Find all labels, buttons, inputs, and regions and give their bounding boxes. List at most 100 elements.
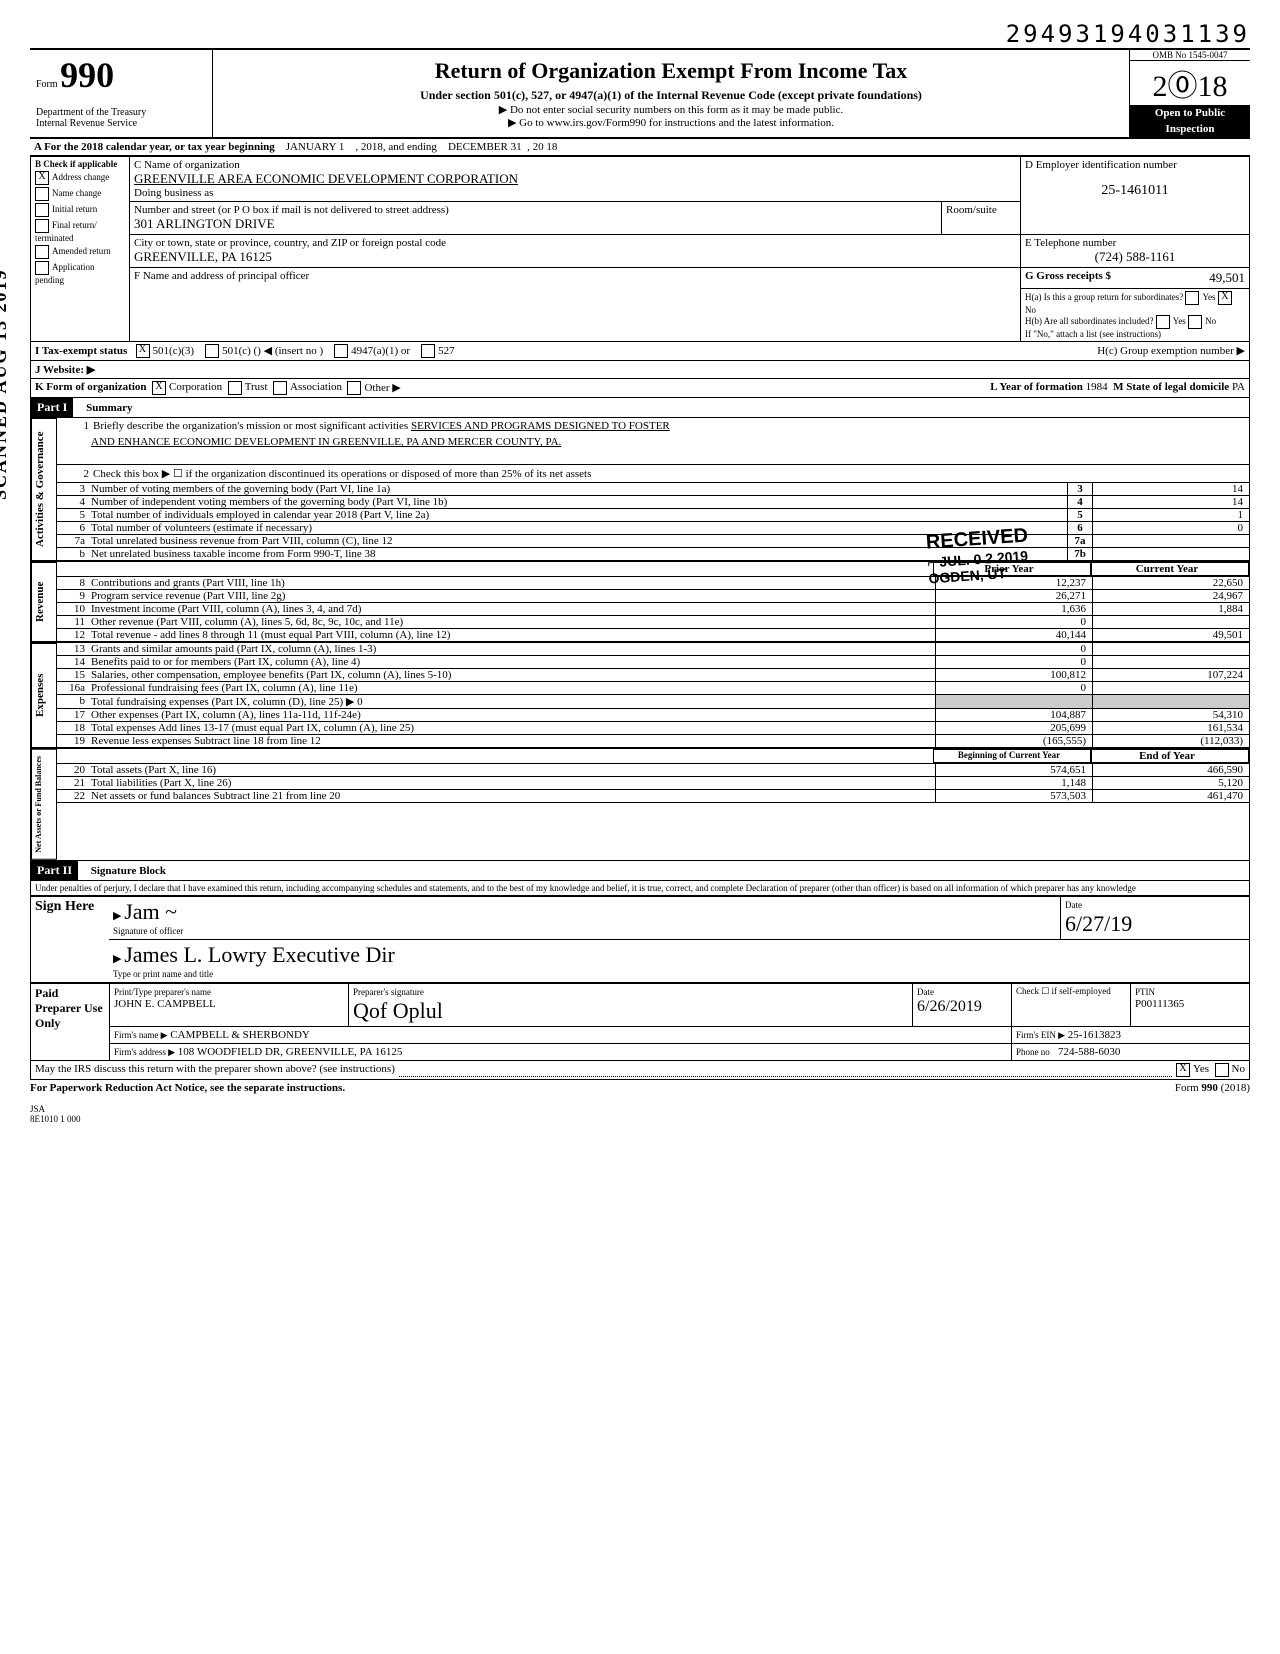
gov-7b bbox=[1092, 548, 1249, 560]
ha-label: H(a) Is this a group return for subordin… bbox=[1025, 292, 1183, 302]
rev-9-prior: 26,271 bbox=[935, 590, 1092, 602]
line2: Check this box ▶ ☐ if the organization d… bbox=[93, 467, 591, 480]
exp-18-curr: 161,534 bbox=[1092, 722, 1249, 734]
exp-17-curr: 54,310 bbox=[1092, 709, 1249, 721]
c-label: C Name of organization bbox=[134, 159, 240, 171]
net-20-boy: 574,651 bbox=[935, 764, 1092, 776]
k-assoc[interactable] bbox=[273, 381, 287, 395]
b-opt-3[interactable] bbox=[35, 219, 49, 233]
exp-18-prior: 205,699 bbox=[935, 722, 1092, 734]
i-501c[interactable] bbox=[205, 344, 219, 358]
form-footer: Form 990 (2018) bbox=[1175, 1082, 1250, 1094]
phone: (724) 588-1161 bbox=[1025, 249, 1245, 265]
rev-11-curr bbox=[1092, 616, 1249, 628]
dept-irs: Internal Revenue Service bbox=[36, 118, 137, 129]
firm-address: 108 WOODFIELD DR, GREENVILLE, PA 16125 bbox=[178, 1046, 403, 1058]
ptin: P00111365 bbox=[1135, 998, 1184, 1010]
ein: 25-1461011 bbox=[1025, 183, 1245, 199]
k-corp[interactable]: X bbox=[152, 381, 166, 395]
rev-9-curr: 24,967 bbox=[1092, 590, 1249, 602]
b-opt-2[interactable] bbox=[35, 203, 49, 217]
org-name: GREENVILLE AREA ECONOMIC DEVELOPMENT COR… bbox=[134, 171, 518, 186]
signature-block: Sign Here ▶ Jam ~ Signature of officer D… bbox=[30, 896, 1250, 983]
gov-4: 14 bbox=[1092, 496, 1249, 508]
row-j: J Website: ▶ bbox=[30, 361, 1250, 379]
open-public: Open to Public bbox=[1130, 105, 1250, 121]
f-label: F Name and address of principal officer bbox=[134, 270, 309, 282]
discuss-no[interactable] bbox=[1215, 1063, 1229, 1077]
hb-no[interactable] bbox=[1188, 315, 1202, 329]
sig-date-label: Date bbox=[1065, 900, 1082, 910]
rev-12-curr: 49,501 bbox=[1092, 629, 1249, 641]
col-boy: Beginning of Current Year bbox=[933, 749, 1091, 763]
gross-receipts: 49,501 bbox=[1209, 270, 1245, 286]
line1-text2: AND ENHANCE ECONOMIC DEVELOPMENT IN GREE… bbox=[57, 434, 1249, 450]
exp-15-curr: 107,224 bbox=[1092, 669, 1249, 681]
jsa-code: 8E1010 1 000 bbox=[30, 1114, 1250, 1124]
i-501c3[interactable]: X bbox=[136, 344, 150, 358]
officer-name: James L. Lowry Executive Dir bbox=[124, 942, 395, 967]
year-end: DECEMBER 31 bbox=[448, 141, 522, 153]
jsa: JSA bbox=[30, 1104, 1250, 1114]
exp-16a-curr bbox=[1092, 682, 1249, 694]
form-header: Form 990 Department of the Treasury Inte… bbox=[30, 48, 1250, 139]
sig-date: 6/27/19 bbox=[1065, 911, 1132, 936]
top-dln: 29493194031139 bbox=[30, 20, 1250, 48]
form-title: Return of Organization Exempt From Incom… bbox=[217, 58, 1125, 84]
b-opt-1[interactable] bbox=[35, 187, 49, 201]
state-domicile: PA bbox=[1232, 381, 1245, 393]
org-city: GREENVILLE, PA 16125 bbox=[134, 249, 272, 264]
gov-5: 1 bbox=[1092, 509, 1249, 521]
net-20-eoy: 466,590 bbox=[1092, 764, 1249, 776]
b-opt-0[interactable]: X bbox=[35, 171, 49, 185]
gov-7a bbox=[1092, 535, 1249, 547]
net-21-eoy: 5,120 bbox=[1092, 777, 1249, 789]
preparer-name: JOHN E. CAMPBELL bbox=[114, 998, 216, 1010]
preparer-date: 6/26/2019 bbox=[917, 998, 982, 1015]
b-opt-5[interactable] bbox=[35, 261, 49, 275]
k-trust[interactable] bbox=[228, 381, 242, 395]
year-formation: 1984 bbox=[1086, 381, 1108, 393]
row-a: A For the 2018 calendar year, or tax yea… bbox=[30, 139, 1250, 156]
b-opt-4[interactable] bbox=[35, 245, 49, 259]
irs-discuss-row: May the IRS discuss this return with the… bbox=[30, 1061, 1250, 1080]
vlabel-expenses: Expenses bbox=[31, 643, 57, 748]
k-other[interactable] bbox=[347, 381, 361, 395]
vlabel-revenue: Revenue bbox=[31, 562, 57, 642]
exp-14-curr bbox=[1092, 656, 1249, 668]
exp-13-prior: 0 bbox=[935, 643, 1092, 655]
omb: OMB No 1545-0047 bbox=[1130, 50, 1250, 61]
vlabel-governance: Activities & Governance bbox=[31, 418, 57, 561]
officer-signature: Jam ~ bbox=[124, 899, 177, 924]
sig-name-label: Type or print name and title bbox=[113, 969, 213, 979]
form-label: Form 990 bbox=[36, 79, 114, 90]
sign-here: Sign Here bbox=[31, 897, 110, 983]
room-label: Room/suite bbox=[946, 204, 997, 216]
addr-label: Number and street (or P O box if mail is… bbox=[134, 204, 449, 216]
ha-yes[interactable] bbox=[1185, 291, 1199, 305]
year-begin: JANUARY 1 bbox=[286, 141, 345, 153]
hc-label: H(c) Group exemption number ▶ bbox=[1097, 344, 1245, 357]
b-label: B Check if applicable bbox=[35, 159, 117, 169]
ha-no[interactable]: X bbox=[1218, 291, 1232, 305]
rev-11-prior: 0 bbox=[935, 616, 1092, 628]
gov-3: 14 bbox=[1092, 483, 1249, 495]
firm-ein: 25-1613823 bbox=[1068, 1029, 1121, 1041]
line1-label: Briefly describe the organization's miss… bbox=[93, 420, 408, 432]
col-eoy: End of Year bbox=[1091, 749, 1249, 763]
g-label: G Gross receipts $ bbox=[1025, 270, 1111, 282]
sig-officer-label: Signature of officer bbox=[113, 926, 183, 936]
paperwork-notice: For Paperwork Reduction Act Notice, see … bbox=[30, 1082, 345, 1094]
header-block: B Check if applicable XAddress changeNam… bbox=[30, 156, 1250, 342]
hb-yes[interactable] bbox=[1156, 315, 1170, 329]
form-subtitle: Under section 501(c), 527, or 4947(a)(1)… bbox=[217, 88, 1125, 103]
paid-preparer-block: Paid Preparer Use Only Print/Type prepar… bbox=[30, 983, 1250, 1061]
i-4947[interactable] bbox=[334, 344, 348, 358]
d-label: D Employer identification number bbox=[1025, 159, 1177, 171]
discuss-yes[interactable]: X bbox=[1176, 1063, 1190, 1077]
ssn-note: ▶ Do not enter social security numbers o… bbox=[217, 103, 1125, 116]
scanned-stamp: SCANNED AUG 13 2019 bbox=[0, 268, 11, 500]
line1-text1: SERVICES AND PROGRAMS DESIGNED TO FOSTER bbox=[411, 420, 670, 432]
firm-phone: 724-588-6030 bbox=[1058, 1046, 1120, 1058]
i-527[interactable] bbox=[421, 344, 435, 358]
